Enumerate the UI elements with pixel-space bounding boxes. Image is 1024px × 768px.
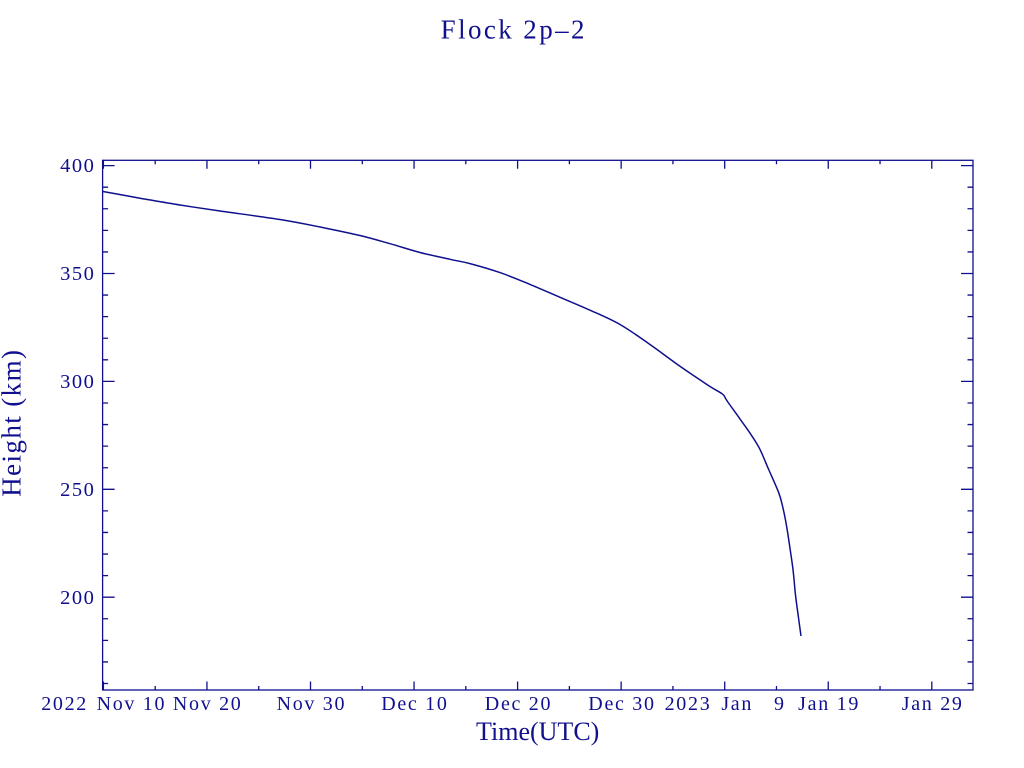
svg-text:250: 250	[60, 479, 95, 501]
svg-text:Nov 10: Nov 10	[97, 693, 167, 715]
svg-text:Nov 30: Nov 30	[277, 693, 347, 715]
svg-text:Jan 19: Jan 19	[798, 693, 860, 715]
svg-text:400: 400	[60, 155, 95, 177]
svg-text:200: 200	[60, 587, 95, 609]
svg-text:350: 350	[60, 263, 95, 285]
svg-text:Dec 30: Dec 30	[588, 693, 655, 715]
svg-text:9: 9	[774, 693, 786, 715]
svg-text:Jan 29: Jan 29	[902, 693, 964, 715]
svg-text:Nov 20: Nov 20	[173, 693, 243, 715]
svg-text:Dec 10: Dec 10	[381, 693, 448, 715]
svg-text:2022: 2022	[41, 693, 88, 715]
svg-text:Flock 2p–2: Flock 2p–2	[441, 14, 587, 44]
svg-text:2023: 2023	[665, 693, 712, 715]
svg-text:Dec 20: Dec 20	[485, 693, 552, 715]
svg-text:300: 300	[60, 371, 95, 393]
svg-text:Time(UTC): Time(UTC)	[476, 717, 599, 746]
svg-text:Jan: Jan	[721, 693, 753, 715]
svg-text:Height (km): Height (km)	[0, 349, 27, 497]
